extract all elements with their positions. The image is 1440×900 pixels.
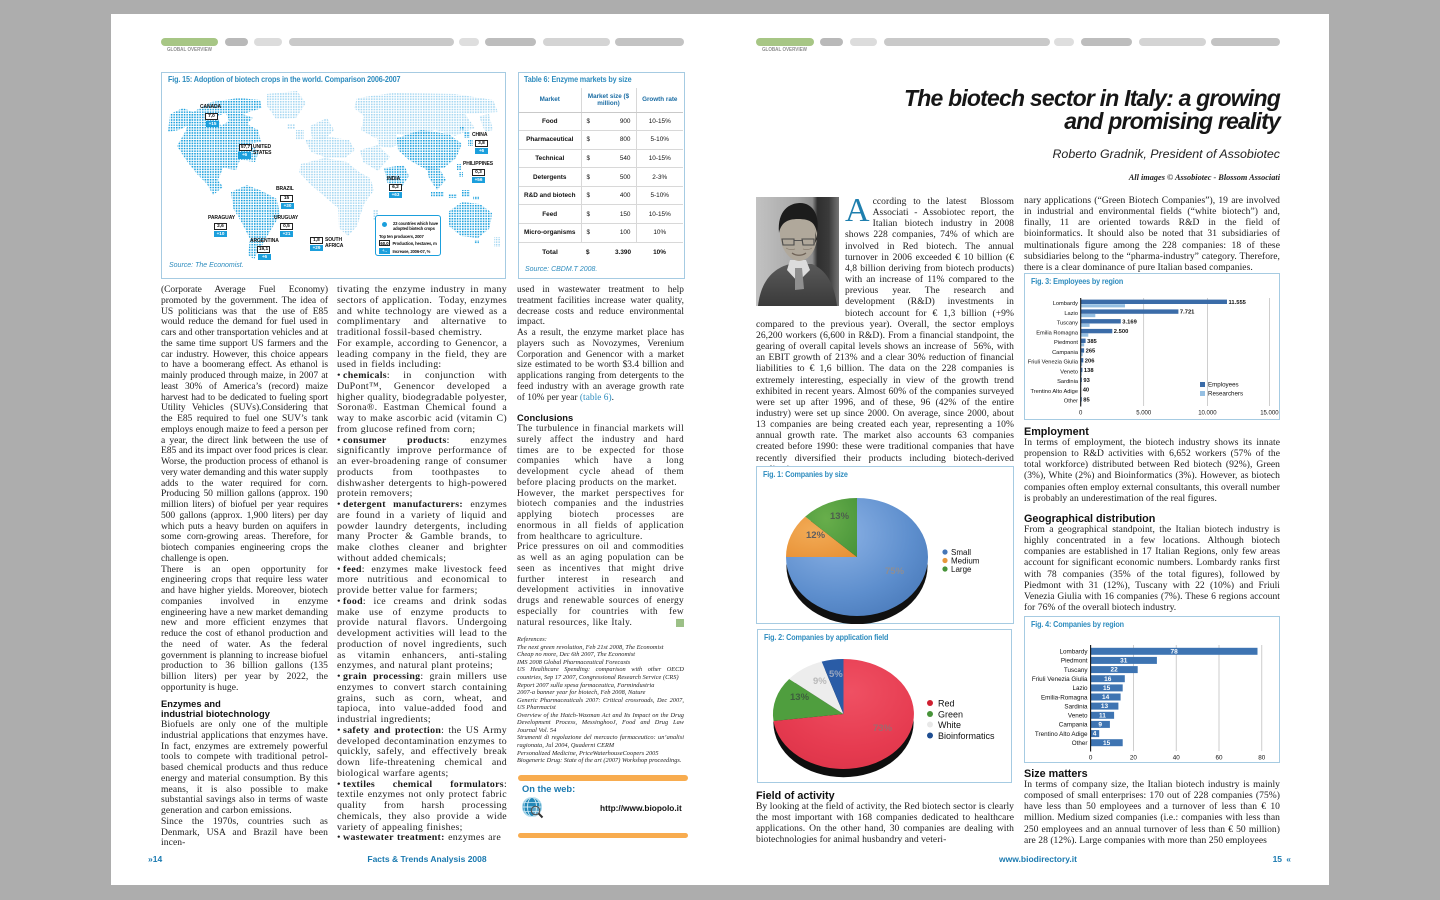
svg-text:Friuli Venezia Giulia: Friuli Venezia Giulia <box>1028 360 1079 366</box>
svg-text:93: 93 <box>1083 378 1090 384</box>
svg-text:Lazio: Lazio <box>1064 311 1078 317</box>
svg-text:Piedmont: Piedmont <box>1061 658 1088 665</box>
svg-text:Lombardy: Lombardy <box>1053 301 1078 307</box>
svg-text:9: 9 <box>1098 722 1102 729</box>
svg-text:Green: Green <box>938 710 963 720</box>
svg-text:85: 85 <box>1083 397 1090 403</box>
svg-text:7.721: 7.721 <box>1180 310 1195 316</box>
svg-text:11.555: 11.555 <box>1229 300 1247 306</box>
svg-text:Other: Other <box>1064 399 1078 405</box>
svg-text:Red: Red <box>938 699 955 709</box>
svg-text:13%: 13% <box>790 692 810 703</box>
svg-text:Piedmont: Piedmont <box>1054 340 1078 346</box>
svg-text:Researchers: Researchers <box>1208 391 1243 398</box>
svg-text:Employees: Employees <box>1208 382 1239 389</box>
svg-text:Campania: Campania <box>1052 350 1079 356</box>
svg-text:5%: 5% <box>829 669 843 680</box>
svg-text:10.000: 10.000 <box>1198 411 1217 417</box>
svg-text:5.000: 5.000 <box>1136 411 1152 417</box>
svg-text:15.000: 15.000 <box>1260 411 1279 417</box>
svg-text:16: 16 <box>1104 676 1112 683</box>
svg-text:Sardinia: Sardinia <box>1057 379 1079 385</box>
svg-text:4: 4 <box>1093 731 1097 738</box>
svg-text:Sardinia: Sardinia <box>1064 703 1088 710</box>
svg-text:Emilia Romagna: Emilia Romagna <box>1036 331 1079 337</box>
svg-text:Bioinformatics: Bioinformatics <box>938 731 995 741</box>
svg-text:138: 138 <box>1084 368 1094 374</box>
svg-text:12%: 12% <box>806 530 826 541</box>
svg-text:15: 15 <box>1103 740 1111 747</box>
svg-text:Medium: Medium <box>951 557 980 566</box>
svg-text:Small: Small <box>951 548 971 557</box>
svg-text:385: 385 <box>1087 339 1097 345</box>
svg-text:Other: Other <box>1072 740 1088 747</box>
svg-text:2.500: 2.500 <box>1114 329 1129 335</box>
svg-text:Veneto: Veneto <box>1060 370 1078 376</box>
svg-text:75%: 75% <box>885 566 905 577</box>
svg-text:13: 13 <box>1101 703 1109 710</box>
svg-text:Trentino Alto Adige: Trentino Alto Adige <box>1035 731 1088 738</box>
svg-text:73%: 73% <box>873 723 893 734</box>
svg-text:Emilia-Romagna: Emilia-Romagna <box>1041 694 1088 701</box>
svg-text:Lombardy: Lombardy <box>1059 649 1088 656</box>
svg-text:265: 265 <box>1086 349 1096 355</box>
svg-text:14: 14 <box>1102 694 1110 701</box>
svg-text:Lazio: Lazio <box>1072 685 1088 692</box>
svg-text:0: 0 <box>1079 411 1083 417</box>
svg-text:40: 40 <box>1173 755 1181 762</box>
svg-text:0: 0 <box>1089 755 1093 762</box>
svg-text:20: 20 <box>1130 755 1138 762</box>
svg-text:40: 40 <box>1083 388 1089 394</box>
svg-text:Tuscany: Tuscany <box>1057 321 1078 327</box>
svg-text:3.169: 3.169 <box>1122 319 1137 325</box>
svg-text:206: 206 <box>1085 358 1095 364</box>
svg-text:Friuli Venezia Giulia: Friuli Venezia Giulia <box>1032 676 1088 683</box>
svg-text:Trentino Alto Adige: Trentino Alto Adige <box>1030 389 1078 395</box>
svg-text:Veneto: Veneto <box>1068 713 1088 720</box>
svg-text:9%: 9% <box>813 676 827 687</box>
svg-text:15: 15 <box>1103 685 1111 692</box>
svg-text:Large: Large <box>951 565 972 574</box>
svg-text:11: 11 <box>1099 712 1106 719</box>
svg-text:60: 60 <box>1215 755 1223 762</box>
svg-text:78: 78 <box>1170 648 1178 655</box>
svg-text:13%: 13% <box>830 511 850 522</box>
svg-text:Tuscany: Tuscany <box>1064 667 1088 674</box>
svg-text:22: 22 <box>1110 667 1118 674</box>
svg-text:80: 80 <box>1258 755 1266 762</box>
svg-text:Campania: Campania <box>1059 722 1088 729</box>
svg-text:31: 31 <box>1120 658 1128 665</box>
svg-text:White: White <box>938 720 961 730</box>
